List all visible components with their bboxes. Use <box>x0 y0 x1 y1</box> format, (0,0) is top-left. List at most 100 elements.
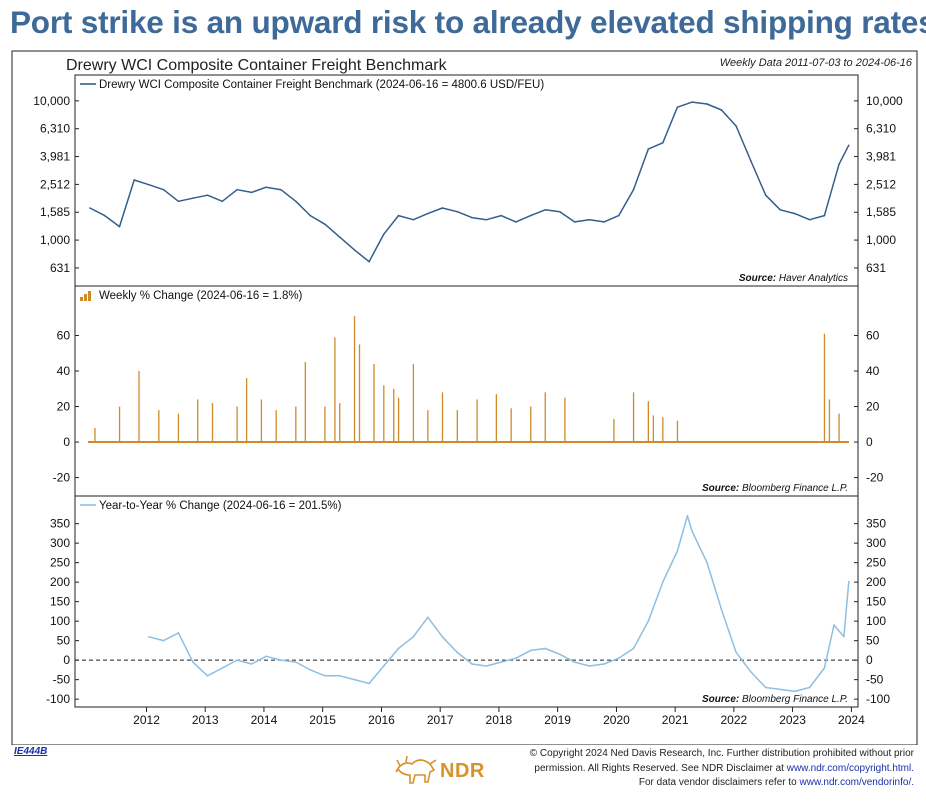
y-tick-label-right: 250 <box>866 556 886 570</box>
y-tick-label-left: 40 <box>57 364 71 378</box>
y-tick-label-right: 6,310 <box>866 122 896 136</box>
data-point <box>368 260 370 263</box>
copyright-link[interactable]: www.ndr.com/copyright.html. <box>786 762 914 774</box>
panel-3: -100 -100 -50 -50 0 0 50 50 100 100 150 150 200 200 25… <box>46 495 890 708</box>
y-tick-label-right: 1,585 <box>866 205 896 219</box>
data-point <box>750 671 752 673</box>
data-point <box>192 197 194 199</box>
panel-frame <box>74 495 859 708</box>
data-point <box>720 608 723 611</box>
x-tick-label: 2012 <box>133 713 160 727</box>
data-point <box>848 580 850 583</box>
data-point <box>573 661 576 663</box>
y-tick-label-right: 350 <box>866 517 886 531</box>
bar <box>393 388 395 443</box>
bar <box>324 406 326 443</box>
bar <box>476 399 478 443</box>
bar <box>211 402 214 443</box>
source-label: Source: Bloomberg Finance L.P. <box>702 694 848 705</box>
data-point <box>617 657 620 659</box>
data-point <box>441 635 444 638</box>
x-tick-label: 2013 <box>192 713 219 727</box>
bar <box>358 344 361 443</box>
y-tick-label-left: 60 <box>57 329 71 343</box>
y-tick-label-left: 20 <box>57 400 71 414</box>
data-point <box>353 249 356 251</box>
data-point <box>559 653 561 656</box>
data-point <box>236 188 238 191</box>
data-point <box>676 106 679 109</box>
bar <box>236 406 238 443</box>
data-point <box>588 218 591 221</box>
bar <box>652 415 654 443</box>
bar <box>662 417 664 443</box>
data-point <box>89 207 91 209</box>
data-point <box>133 179 135 181</box>
data-point <box>779 688 781 691</box>
x-tick-label: 2015 <box>309 713 336 727</box>
bar <box>383 385 385 443</box>
data-point <box>265 655 267 658</box>
data-point <box>368 682 370 685</box>
y-tick-label-left: 200 <box>50 575 70 589</box>
bar <box>339 402 341 443</box>
data-point <box>808 218 811 221</box>
y-tick-label-left: 10,000 <box>33 94 70 108</box>
x-tick-label: 2023 <box>779 713 806 727</box>
data-point <box>177 632 180 634</box>
data-point <box>309 669 312 671</box>
bull-bear-icon <box>395 755 437 784</box>
data-point <box>686 515 689 517</box>
data-point <box>118 225 121 228</box>
bar <box>245 378 248 443</box>
bar <box>397 397 400 443</box>
data-point <box>632 647 635 650</box>
y-tick-label-left: 6,310 <box>40 122 70 136</box>
y-tick-label-right: 631 <box>866 261 886 275</box>
data-point <box>192 661 194 663</box>
x-axis: 2012 2013 2014 2015 2016 2017 2018 2019 2020 2021… <box>133 707 865 727</box>
data-point <box>794 690 796 693</box>
data-point <box>324 223 326 226</box>
y-tick-label-right: -100 <box>866 692 890 706</box>
series-line <box>89 101 850 263</box>
bar <box>295 406 297 443</box>
bar <box>495 394 498 443</box>
y-tick-label-right: 20 <box>866 400 880 414</box>
bar <box>373 363 375 443</box>
y-tick-label-right: 1,000 <box>866 233 896 247</box>
bar <box>456 410 458 443</box>
data-point <box>103 214 106 217</box>
data-point <box>764 194 767 197</box>
data-point <box>515 221 517 223</box>
data-point <box>808 686 811 689</box>
copyright-line-2-text: permission. All Rights Reserved. See NDR… <box>534 762 784 774</box>
data-point <box>221 667 224 669</box>
data-point <box>617 214 620 217</box>
bar <box>564 397 566 443</box>
bar <box>304 362 306 443</box>
data-point <box>735 125 737 127</box>
vendor-info-link[interactable]: www.ndr.com/vendorinfo/. <box>799 777 915 788</box>
legend-swatch-bar <box>84 294 87 301</box>
data-point <box>397 647 400 650</box>
data-point <box>529 214 532 217</box>
data-point <box>294 661 297 663</box>
bar <box>676 420 679 443</box>
data-point <box>250 191 253 194</box>
data-point <box>338 236 341 238</box>
data-point <box>221 200 224 203</box>
panel-frame <box>74 285 859 497</box>
data-point <box>848 144 850 147</box>
legend-label: Weekly % Change (2024-06-16 = 1.8%) <box>99 290 303 302</box>
data-point <box>500 214 502 217</box>
data-point <box>397 214 400 217</box>
data-point <box>706 561 708 564</box>
x-tick-label: 2017 <box>427 713 454 727</box>
data-point <box>471 216 473 219</box>
y-tick-label-right: 60 <box>866 329 880 343</box>
chart-frame <box>11 50 918 745</box>
data-point <box>661 581 664 583</box>
chart-id-link[interactable]: IE444B <box>14 746 48 757</box>
y-tick-label-left: 2,512 <box>40 177 70 191</box>
